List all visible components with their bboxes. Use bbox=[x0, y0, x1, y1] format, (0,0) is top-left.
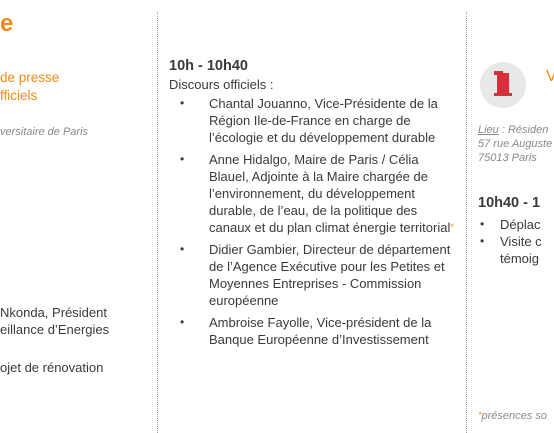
left-italic-line: versitaire de Paris bbox=[0, 126, 89, 138]
column-divider bbox=[157, 12, 158, 433]
session-time-2: 10h40 - 1 bbox=[478, 195, 541, 211]
left-text-line-2: eillance d’Energies bbox=[0, 322, 110, 337]
speaker-list: • Chantal Jouanno, Vice-Présidente de la … bbox=[169, 95, 457, 353]
speaker-item: • Anne Hidalgo, Maire de Paris / Célia Bl… bbox=[180, 152, 454, 235]
left-text-line-1: Nkonda, Président bbox=[0, 305, 107, 320]
left-orange-line-2: fficiels bbox=[0, 88, 38, 103]
left-text-line-3: ojet de rénovation bbox=[0, 360, 104, 375]
footnote: *présences so bbox=[478, 410, 547, 422]
bullet-icon: • bbox=[180, 315, 185, 329]
bullet-icon: • bbox=[180, 96, 185, 110]
column-divider bbox=[466, 12, 467, 433]
footnote-star: * bbox=[450, 222, 454, 232]
right-column: V Lieu : Résiden 57 rue Auguste 75013 Pa… bbox=[472, 0, 554, 433]
session-time: 10h - 10h40 bbox=[169, 58, 248, 74]
list-item: • Visite c bbox=[480, 234, 542, 249]
bullet-icon: • bbox=[480, 217, 485, 231]
list-item: témoig bbox=[500, 251, 540, 266]
bullet-icon: • bbox=[180, 152, 185, 166]
left-column: e de presse fficiels versitaire de Paris… bbox=[0, 0, 150, 433]
venue-heading: V bbox=[546, 68, 554, 85]
left-orange-line-1: de presse bbox=[0, 70, 60, 85]
speaker-item: • Chantal Jouanno, Vice-Présidente de la … bbox=[180, 96, 438, 145]
session-2-list: • Déplac • Visite c témoig bbox=[478, 216, 542, 267]
venue-location: Lieu : Résiden 57 rue Auguste 75013 Pari… bbox=[478, 124, 553, 164]
speaker-item: • Didier Gambier, Directeur de départemen… bbox=[180, 242, 451, 308]
bullet-icon: • bbox=[480, 234, 485, 248]
left-heading: e bbox=[0, 10, 14, 37]
list-item: • Déplac bbox=[480, 217, 541, 232]
middle-column: 10h - 10h40 Discours officiels : • Chanta… bbox=[165, 0, 457, 433]
speaker-item: • Ambroise Fayolle, Vice-président de la … bbox=[180, 315, 432, 347]
bullet-icon: • bbox=[180, 242, 185, 256]
session-intro: Discours officiels : bbox=[169, 77, 274, 92]
building-icon bbox=[480, 62, 526, 108]
